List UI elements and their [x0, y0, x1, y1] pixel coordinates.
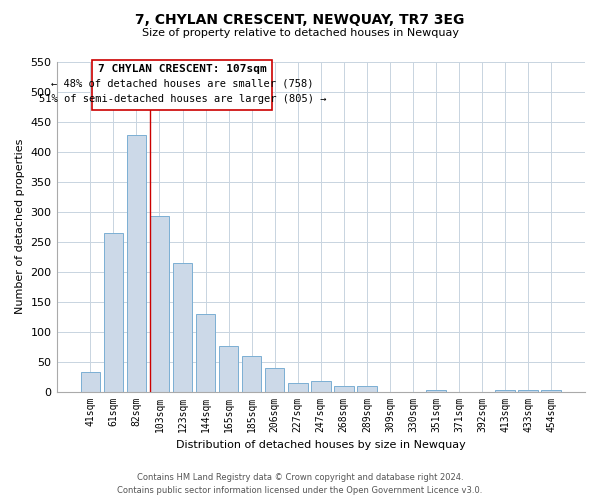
Bar [357, 386, 377, 392]
Y-axis label: Number of detached properties: Number of detached properties [15, 139, 25, 314]
X-axis label: Distribution of detached houses by size in Newquay: Distribution of detached houses by size … [176, 440, 466, 450]
Text: ← 48% of detached houses are smaller (758): ← 48% of detached houses are smaller (75… [51, 79, 314, 89]
Bar [173, 262, 193, 392]
Bar [288, 382, 308, 392]
Bar [334, 386, 353, 392]
Text: 7 CHYLAN CRESCENT: 107sqm: 7 CHYLAN CRESCENT: 107sqm [98, 64, 266, 74]
Bar [265, 368, 284, 392]
Bar [541, 390, 561, 392]
Bar [496, 390, 515, 392]
Text: 7, CHYLAN CRESCENT, NEWQUAY, TR7 3EG: 7, CHYLAN CRESCENT, NEWQUAY, TR7 3EG [136, 12, 464, 26]
Bar [196, 314, 215, 392]
Bar [242, 356, 262, 392]
Bar [426, 390, 446, 392]
Bar [104, 232, 123, 392]
Bar [80, 372, 100, 392]
Bar [149, 216, 169, 392]
Text: Contains HM Land Registry data © Crown copyright and database right 2024.
Contai: Contains HM Land Registry data © Crown c… [118, 474, 482, 495]
Bar [219, 346, 238, 392]
Bar [518, 390, 538, 392]
FancyBboxPatch shape [92, 60, 272, 110]
Bar [311, 381, 331, 392]
Bar [127, 134, 146, 392]
Text: 51% of semi-detached houses are larger (805) →: 51% of semi-detached houses are larger (… [38, 94, 326, 104]
Text: Size of property relative to detached houses in Newquay: Size of property relative to detached ho… [142, 28, 458, 38]
